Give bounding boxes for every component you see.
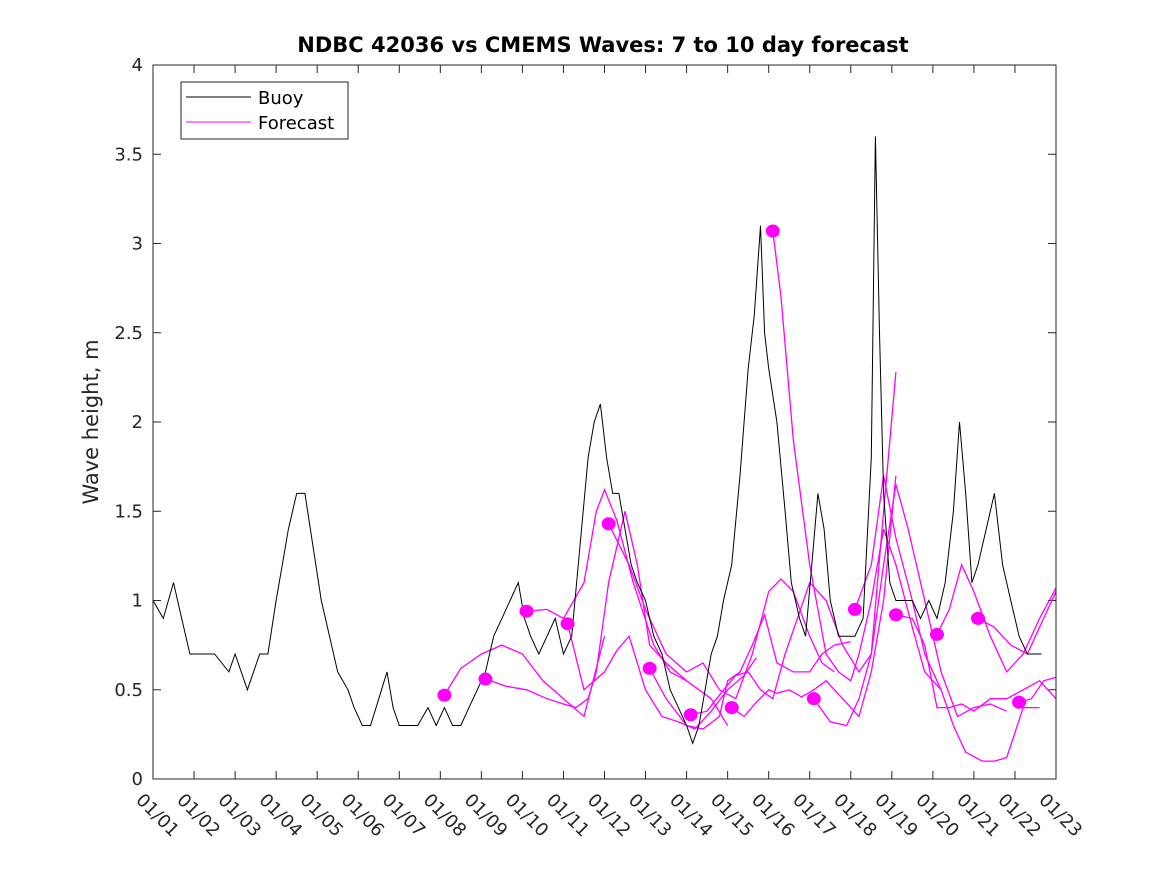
x-tick-label: 01/09	[460, 790, 512, 842]
forecast-start-marker	[806, 692, 821, 706]
x-tick-label: 01/18	[829, 790, 881, 842]
buoy-line	[152, 136, 1042, 745]
forecast-line	[690, 371, 897, 716]
buoy-series	[152, 136, 1042, 745]
forecast-start-marker	[971, 611, 986, 625]
forecast-start-marker	[642, 661, 657, 675]
forecast-start-marker	[560, 617, 575, 631]
forecast-line	[485, 511, 688, 709]
y-tick-label: 3	[132, 234, 143, 255]
x-tick-label: 01/01	[131, 790, 183, 842]
x-tick-label: 01/10	[501, 790, 553, 842]
x-tick-label: 01/12	[583, 790, 635, 842]
x-tick-label: 01/15	[706, 790, 758, 842]
plot-area	[153, 65, 1056, 779]
y-tick-label: 1.5	[114, 501, 143, 522]
forecast-start-marker	[929, 627, 944, 641]
y-tick-label: 2.5	[114, 323, 143, 344]
x-tick-label: 01/05	[296, 790, 348, 842]
y-tick-label: 0.5	[114, 680, 143, 701]
x-tick-label: 01/22	[993, 790, 1045, 842]
legend-forecast-label: Forecast	[258, 113, 334, 134]
x-tick-label: 01/20	[911, 790, 963, 842]
x-tick-label: 01/19	[870, 790, 922, 842]
x-tick-label: 01/23	[1034, 790, 1086, 842]
forecast-start-marker	[519, 604, 534, 618]
x-tick-label: 01/06	[337, 790, 389, 842]
x-tick-label: 01/02	[173, 790, 225, 842]
x-tick-label: 01/03	[214, 790, 266, 842]
x-tick-label: 01/08	[419, 790, 471, 842]
forecast-line	[772, 230, 942, 691]
x-tick-label: 01/14	[665, 790, 717, 842]
forecast-line	[526, 488, 729, 726]
forecast-line	[895, 614, 1057, 712]
forecast-start-marker	[724, 701, 739, 715]
forecast-line	[936, 562, 1057, 674]
forecast-start-marker	[437, 688, 452, 702]
y-tick-label: 2	[132, 412, 143, 433]
x-tick-label: 01/21	[952, 790, 1004, 842]
forecast-markers	[437, 224, 1027, 722]
forecast-start-marker	[888, 608, 903, 622]
legend-box	[180, 81, 349, 140]
y-tick-label: 1	[132, 591, 143, 612]
forecast-series	[443, 230, 1057, 762]
x-tick-label: 01/04	[255, 790, 307, 842]
chart-title: NDBC 42036 vs CMEMS Waves: 7 to 10 day f…	[297, 33, 908, 57]
forecast-start-marker	[847, 602, 862, 616]
y-tick-label: 4	[132, 55, 143, 76]
forecast-line	[608, 523, 835, 700]
forecast-line	[977, 591, 1057, 655]
forecast-line	[649, 612, 851, 730]
y-axis-label: Wave height, m	[79, 339, 103, 504]
axes-box	[152, 64, 1057, 780]
x-tick-label: 01/13	[624, 790, 676, 842]
legend-buoy-label: Buoy	[258, 88, 304, 109]
x-tick-label: 01/16	[747, 790, 799, 842]
x-tick-label: 01/07	[378, 790, 430, 842]
forecast-start-marker	[765, 224, 780, 238]
forecast-start-marker	[478, 672, 493, 686]
y-tick-label: 3.5	[114, 144, 143, 165]
forecast-line	[731, 475, 897, 718]
forecast-line	[566, 623, 757, 730]
forecast-start-marker	[601, 517, 616, 531]
forecast-line	[443, 636, 606, 718]
forecast-start-marker	[683, 708, 698, 722]
legend: Buoy Forecast	[180, 81, 349, 140]
y-tick-label: 0	[132, 769, 143, 790]
x-tick-label: 01/11	[542, 790, 594, 842]
y-axis: 0 0.5 1 1.5 2 2.5 3 3.5 4	[114, 55, 1056, 790]
forecast-start-marker	[1012, 695, 1027, 709]
x-tick-label: 01/17	[788, 790, 840, 842]
